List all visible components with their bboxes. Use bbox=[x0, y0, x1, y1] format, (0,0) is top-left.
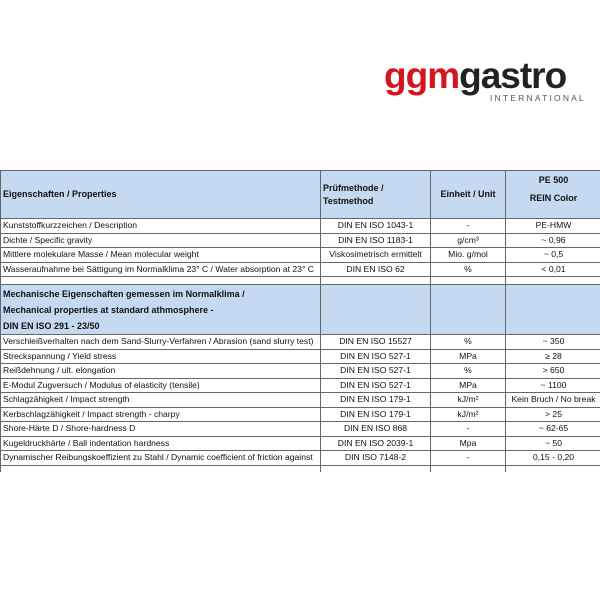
cell-unit: % bbox=[430, 261, 506, 277]
cell-unit: kJ/m² bbox=[430, 406, 506, 422]
cell-unit: kJ/m² bbox=[430, 392, 506, 408]
table-header: Eigenschaften / Properties Prüfmethode /… bbox=[0, 170, 600, 219]
cell-unit: MPa bbox=[430, 348, 506, 364]
logo-international: INTERNATIONAL bbox=[490, 93, 586, 103]
cell-property: Wasseraufnahme bei Sättigung im Normalkl… bbox=[0, 261, 321, 277]
cell-unit: Mio. g/mol bbox=[430, 247, 506, 263]
empty-cell bbox=[320, 464, 431, 472]
table-row: Mittlere molekulare Masse / Mean molecul… bbox=[0, 247, 600, 263]
table-row: Streckspannung / Yield stress DIN EN ISO … bbox=[0, 348, 600, 364]
header-product: PE 500 REIN Color bbox=[505, 170, 600, 219]
cell-value: 0,15 - 0,20 bbox=[505, 450, 600, 466]
cell-value: ~ 0,5 bbox=[505, 247, 600, 263]
header-property: Eigenschaften / Properties bbox=[0, 170, 321, 219]
empty-cell bbox=[430, 284, 506, 335]
cell-method: DIN EN ISO 527-1 bbox=[320, 363, 431, 379]
logo-wordmark: ggmgastro bbox=[384, 55, 567, 96]
section-header-row: Mechanische Eigenschaften gemessen im No… bbox=[0, 284, 600, 335]
ggmgastro-logo: ggmgastro INTERNATIONAL bbox=[384, 56, 584, 106]
cell-property: Dynamischer Reibungskoeffizient zu Stahl… bbox=[0, 450, 321, 466]
cell-unit: % bbox=[430, 334, 506, 350]
empty-cell bbox=[505, 464, 600, 472]
cell-unit: Mpa bbox=[430, 435, 506, 451]
cell-value: Kein Bruch / No break bbox=[505, 392, 600, 408]
empty-cell bbox=[320, 284, 431, 335]
cell-unit: % bbox=[430, 363, 506, 379]
cell-property: Schlagzähigkeit / Impact strength bbox=[0, 392, 321, 408]
cell-property: Kerbschlagzähigkeit / Impact strength - … bbox=[0, 406, 321, 422]
empty-cell bbox=[0, 464, 321, 472]
cell-unit: MPa bbox=[430, 377, 506, 393]
tail-row bbox=[0, 464, 600, 472]
cell-property: Kunststoffkurzzeichen / Description bbox=[0, 218, 321, 234]
header-unit: Einheit / Unit bbox=[430, 170, 506, 219]
table-row: E-Modul Zugversuch / Modulus of elastici… bbox=[0, 377, 600, 393]
table-row: Dynamischer Reibungskoeffizient zu Stahl… bbox=[0, 450, 600, 466]
table-row: Verschleißverhalten nach dem Sand-Slurry… bbox=[0, 334, 600, 350]
cell-method: DIN EN ISO 868 bbox=[320, 421, 431, 437]
cell-method: DIN EN ISO 2039-1 bbox=[320, 435, 431, 451]
cell-method: DIN EN ISO 15527 bbox=[320, 334, 431, 350]
cell-unit: - bbox=[430, 450, 506, 466]
cell-unit: - bbox=[430, 421, 506, 437]
section-title: Mechanische Eigenschaften gemessen im No… bbox=[0, 284, 321, 335]
empty-cell bbox=[430, 276, 506, 285]
cell-method: DIN EN ISO 1183-1 bbox=[320, 232, 431, 248]
cell-property: Streckspannung / Yield stress bbox=[0, 348, 321, 364]
empty-cell bbox=[0, 276, 321, 285]
logo-gastro: gastro bbox=[459, 55, 567, 96]
cell-method: DIN EN ISO 179-1 bbox=[320, 392, 431, 408]
table-row: Kerbschlagzähigkeit / Impact strength - … bbox=[0, 406, 600, 422]
properties-table: Eigenschaften / Properties Prüfmethode /… bbox=[0, 170, 600, 472]
empty-cell bbox=[430, 464, 506, 472]
cell-unit: g/cm³ bbox=[430, 232, 506, 248]
cell-value: ~ 0,96 bbox=[505, 232, 600, 248]
cell-property: Mittlere molekulare Masse / Mean molecul… bbox=[0, 247, 321, 263]
spacer-row bbox=[0, 276, 600, 285]
cell-value: > 25 bbox=[505, 406, 600, 422]
cell-property: Kugeldruckhärte / Ball indentation hardn… bbox=[0, 435, 321, 451]
empty-cell bbox=[505, 276, 600, 285]
cell-method: Viskosimetrisch ermittelt bbox=[320, 247, 431, 263]
table-row: Kunststoffkurzzeichen / Description DIN E… bbox=[0, 218, 600, 234]
cell-value: ~ 50 bbox=[505, 435, 600, 451]
cell-value: ~ 62-65 bbox=[505, 421, 600, 437]
cell-property: Shore-Härte D / Shore-hardness D bbox=[0, 421, 321, 437]
cell-value: > 650 bbox=[505, 363, 600, 379]
table-row: Wasseraufnahme bei Sättigung im Normalkl… bbox=[0, 261, 600, 277]
header-method: Prüfmethode / Testmethod bbox=[320, 170, 431, 219]
cell-property: E-Modul Zugversuch / Modulus of elastici… bbox=[0, 377, 321, 393]
empty-cell bbox=[320, 276, 431, 285]
cell-value: ~ 350 bbox=[505, 334, 600, 350]
table-row: Reißdehnung / ult. elongation DIN EN ISO … bbox=[0, 363, 600, 379]
cell-property: Dichte / Specific gravity bbox=[0, 232, 321, 248]
cell-value: ≥ 28 bbox=[505, 348, 600, 364]
cell-value: ~ 1100 bbox=[505, 377, 600, 393]
cell-unit: - bbox=[430, 218, 506, 234]
table-row: Dichte / Specific gravity DIN EN ISO 1183… bbox=[0, 232, 600, 248]
cell-method: DIN ISO 7148-2 bbox=[320, 450, 431, 466]
table-row: Kugeldruckhärte / Ball indentation hardn… bbox=[0, 435, 600, 451]
cell-value: PE-HMW bbox=[505, 218, 600, 234]
cell-property: Reißdehnung / ult. elongation bbox=[0, 363, 321, 379]
cell-value: < 0,01 bbox=[505, 261, 600, 277]
cell-property: Verschleißverhalten nach dem Sand-Slurry… bbox=[0, 334, 321, 350]
table-row: Schlagzähigkeit / Impact strength DIN EN … bbox=[0, 392, 600, 408]
table-row: Shore-Härte D / Shore-hardness D DIN EN I… bbox=[0, 421, 600, 437]
cell-method: DIN EN ISO 62 bbox=[320, 261, 431, 277]
logo-ggm: ggm bbox=[384, 55, 460, 96]
empty-cell bbox=[505, 284, 600, 335]
cell-method: DIN EN ISO 179-1 bbox=[320, 406, 431, 422]
cell-method: DIN EN ISO 527-1 bbox=[320, 348, 431, 364]
cell-method: DIN EN ISO 527-1 bbox=[320, 377, 431, 393]
cell-method: DIN EN ISO 1043-1 bbox=[320, 218, 431, 234]
